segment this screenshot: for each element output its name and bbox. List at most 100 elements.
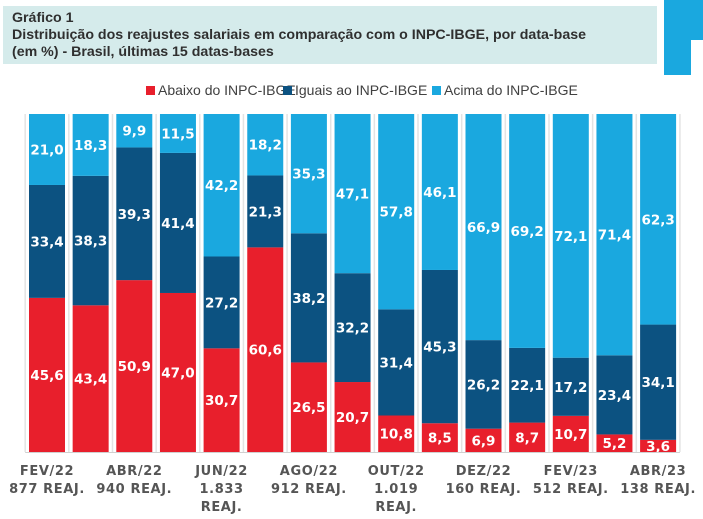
data-label: 62,3 <box>641 212 674 228</box>
data-label: 34,1 <box>641 375 674 391</box>
bar-segment <box>378 114 415 310</box>
data-label: 30,7 <box>205 393 238 409</box>
x-tick-label: DEZ/22 <box>456 464 512 479</box>
legend-swatch-dark-blue <box>283 85 292 95</box>
data-label: 21,0 <box>30 142 63 158</box>
data-label: 45,6 <box>30 368 63 384</box>
bar-segment <box>421 423 458 452</box>
bar-segment <box>247 247 284 452</box>
data-label: 32,2 <box>336 321 369 337</box>
x-tick-label: 1.833 <box>200 482 244 497</box>
data-label: 6,9 <box>472 433 496 449</box>
bar-segment <box>203 114 240 257</box>
bar-segment <box>29 114 65 185</box>
legend-item-iguais: Iguais ao INPC-IBGE <box>283 82 427 98</box>
data-label: 66,9 <box>467 220 500 236</box>
decorative-accent-tab <box>664 40 691 75</box>
legend-swatch-red <box>146 85 155 95</box>
data-label: 60,6 <box>249 343 282 359</box>
x-axis-labels: FEV/22 877 REAJ. ABR/22 940 REAJ. JUN/22 1.83… <box>9 464 696 515</box>
x-tick-label: AGO/22 <box>280 464 338 479</box>
data-label: 71,4 <box>598 228 631 244</box>
bar-segment <box>290 362 327 452</box>
data-label: 47,0 <box>161 365 194 381</box>
bar-segment <box>116 114 153 148</box>
data-label: 43,4 <box>74 372 107 388</box>
data-label: 33,4 <box>30 234 63 250</box>
data-label: 8,5 <box>428 431 452 447</box>
bar-segment <box>465 114 502 341</box>
bar-segment <box>334 382 371 452</box>
bar-segment <box>421 269 458 424</box>
data-label: 20,7 <box>336 410 369 426</box>
data-label: 35,3 <box>292 167 325 183</box>
bar-segment <box>640 439 677 452</box>
x-tick-label: FEV/23 <box>544 464 598 479</box>
x-tick-label: 912 REAJ. <box>271 482 347 497</box>
bar-segment <box>509 422 546 452</box>
data-label: 26,2 <box>467 377 500 393</box>
figure-number: Gráfico 1 <box>12 10 74 26</box>
bar-segment <box>334 114 371 274</box>
data-label: 45,3 <box>423 340 456 356</box>
data-label: 23,4 <box>598 388 631 404</box>
data-label: 57,8 <box>380 205 413 221</box>
bar-segment <box>290 233 327 363</box>
gridlines <box>24 114 681 452</box>
legend-swatch-light-blue <box>432 85 441 95</box>
data-label: 38,2 <box>292 291 325 307</box>
bar-segment <box>116 147 153 281</box>
bar-segment <box>72 114 109 176</box>
x-tick-label: FEV/22 <box>20 464 74 479</box>
bar-segment <box>247 175 284 248</box>
data-label: 42,2 <box>205 178 238 194</box>
data-label: 22,1 <box>510 378 543 394</box>
data-label: 50,9 <box>118 359 151 375</box>
data-label: 18,2 <box>249 138 282 154</box>
bar-segment <box>640 324 677 440</box>
data-label: 5,2 <box>602 436 626 452</box>
data-label: 41,4 <box>161 216 194 232</box>
data-label: 18,3 <box>74 138 107 154</box>
data-label: 3,6 <box>646 439 670 455</box>
x-tick-label: ABR/22 <box>106 464 162 479</box>
x-tick-label: JUN/22 <box>194 464 248 479</box>
bar-segment <box>72 175 109 306</box>
data-label: 47,1 <box>336 187 369 203</box>
data-label: 8,7 <box>515 430 539 446</box>
data-label: 10,8 <box>380 427 413 443</box>
x-tick-label: REAJ. <box>201 500 243 515</box>
x-tick-label: 512 REAJ. <box>533 482 609 497</box>
legend-item-acima: Acima do INPC-IBGE <box>432 82 578 98</box>
bar-segment <box>29 297 65 452</box>
legend-item-abaixo: Abaixo do INPC-IBGE <box>146 82 296 98</box>
bar-segment <box>552 357 589 416</box>
data-label: 26,5 <box>292 400 325 416</box>
data-label: 9,9 <box>122 124 146 140</box>
x-tick-label: ABR/23 <box>630 464 686 479</box>
bar-segment <box>247 114 284 176</box>
legend-label: Acima do INPC-IBGE <box>444 82 578 98</box>
bar-segment <box>596 434 633 452</box>
data-label: 72,1 <box>554 229 587 245</box>
bar-segment <box>159 292 196 452</box>
bar-segment <box>203 348 240 452</box>
bar-segment <box>378 309 415 416</box>
data-label: 31,4 <box>380 355 413 371</box>
x-tick-label: 940 REAJ. <box>96 482 172 497</box>
data-label: 38,3 <box>74 234 107 250</box>
bar-segment <box>465 428 502 452</box>
bar-segment <box>596 355 633 435</box>
data-label: 27,2 <box>205 295 238 311</box>
chart-title-line-1: Distribuição dos reajustes salariais em … <box>12 27 586 43</box>
x-tick-label: 138 REAJ. <box>620 482 696 497</box>
bar-segment <box>159 114 196 153</box>
x-tick-label: 877 REAJ. <box>9 482 85 497</box>
x-tick-label: 1.019 <box>374 482 418 497</box>
bar-segment <box>159 152 196 293</box>
bar-segment <box>509 347 546 423</box>
bar-segment <box>552 415 589 452</box>
bar-segment <box>378 415 415 452</box>
bars <box>29 114 677 452</box>
